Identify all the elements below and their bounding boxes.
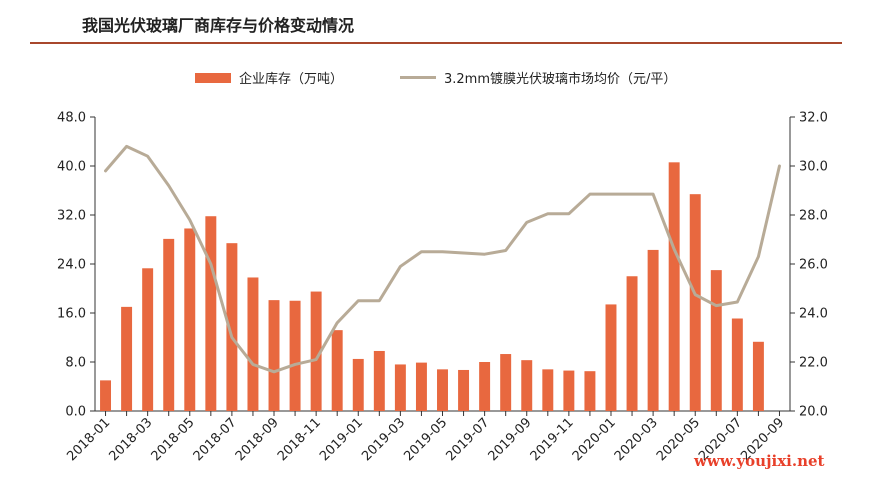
y-right-tick-label: 26.0: [799, 258, 828, 273]
bar-inventory: [605, 304, 617, 411]
line-price: [104, 144, 781, 374]
y-right-tick-label: 28.0: [799, 209, 828, 224]
y-left-tick-label: 40.0: [57, 160, 86, 175]
chart-legend: 企业库存（万吨） 3.2mm镀膜光伏玻璃市场均价（元/平）: [0, 68, 873, 90]
bar-inventory: [205, 216, 217, 411]
x-tick-label: 2018-09: [233, 415, 282, 464]
bar-inventory: [163, 238, 175, 411]
bar-inventory: [184, 228, 196, 411]
bar-inventory: [689, 194, 701, 411]
bar-inventory: [731, 318, 743, 411]
bar-inventory: [668, 162, 680, 411]
bar-inventory: [752, 341, 764, 411]
bar-inventory: [289, 300, 301, 411]
y-left-tick-label: 48.0: [57, 111, 86, 126]
bar-inventory: [500, 354, 512, 411]
bar-inventory: [437, 369, 448, 411]
x-tick-label: 2019-11: [528, 415, 577, 464]
x-tick-label: 2018-11: [275, 415, 324, 464]
bar-inventory: [584, 371, 596, 411]
x-tick-label: 2019-07: [443, 415, 492, 464]
x-tick-label: 2018-03: [106, 415, 155, 464]
bar-inventory: [394, 364, 406, 411]
title-divider: [30, 42, 842, 44]
bar-inventory: [563, 370, 575, 411]
bar-inventory: [331, 330, 343, 411]
legend-label-inventory: 企业库存（万吨）: [239, 72, 344, 87]
x-tick-label: 2019-09: [486, 415, 535, 464]
bar-inventory: [373, 350, 385, 411]
y-left-tick-label: 16.0: [57, 307, 86, 322]
x-tick-label: 2018-05: [149, 415, 198, 464]
y-left-tick-label: 0.0: [65, 405, 86, 420]
bar-inventory: [521, 360, 533, 411]
y-left-tick-label: 32.0: [57, 209, 86, 224]
bar-inventory: [247, 277, 259, 411]
y-right-tick-label: 20.0: [799, 405, 828, 420]
bar-inventory: [226, 243, 238, 411]
legend-line-swatch: [400, 76, 436, 79]
bar-inventory: [310, 291, 322, 411]
legend-bar-swatch: [195, 72, 231, 83]
bar-inventory: [121, 306, 133, 411]
y-right-tick-label: 22.0: [799, 356, 828, 371]
legend-label-price: 3.2mm镀膜光伏玻璃市场均价（元/平）: [444, 72, 677, 87]
bar-inventory: [542, 369, 554, 411]
y-right-tick-label: 32.0: [799, 111, 828, 126]
y-left-tick-label: 8.0: [65, 356, 86, 371]
x-tick-label: 2018-07: [191, 415, 240, 464]
x-tick-label: 2019-05: [401, 415, 450, 464]
bar-inventory: [710, 270, 722, 411]
bar-inventory: [479, 362, 491, 411]
chart-title: 我国光伏玻璃厂商库存与价格变动情况: [82, 16, 355, 35]
x-tick-label: 2019-03: [359, 415, 408, 464]
bar-inventory: [458, 369, 470, 411]
watermark-text: www.youjixi.net: [694, 452, 825, 470]
x-tick-label: 2018-01: [64, 415, 113, 464]
y-right-tick-label: 30.0: [799, 160, 828, 175]
bar-inventory: [268, 300, 280, 411]
bar-inventory: [647, 249, 659, 411]
bar-inventory: [100, 380, 112, 411]
bar-inventory: [415, 362, 427, 411]
legend-item-price: 3.2mm镀膜光伏玻璃市场均价（元/平）: [400, 68, 676, 87]
x-tick-label: 2020-03: [612, 415, 661, 464]
x-tick-label: 2019-01: [317, 415, 366, 464]
legend-item-inventory: 企业库存（万吨）: [195, 68, 343, 87]
bar-inventory: [352, 358, 364, 411]
y-left-tick-label: 24.0: [57, 258, 86, 273]
bar-inventory: [142, 268, 154, 411]
y-right-tick-label: 24.0: [799, 307, 828, 322]
bar-inventory: [626, 276, 638, 411]
x-tick-label: 2020-01: [570, 415, 619, 464]
